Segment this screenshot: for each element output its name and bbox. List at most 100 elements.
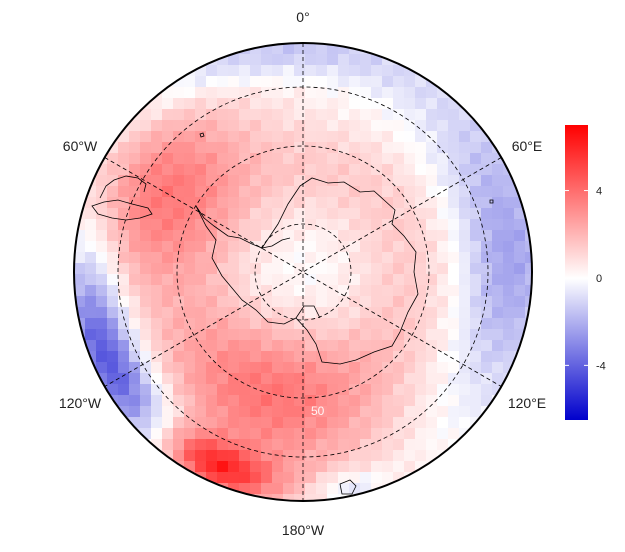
- field-cell: [129, 362, 141, 374]
- field-cell: [470, 263, 482, 275]
- field-cell: [228, 54, 240, 66]
- field-cell: [305, 406, 317, 418]
- field-cell: [349, 241, 361, 253]
- field-cell: [360, 175, 372, 187]
- field-cell: [173, 362, 185, 374]
- field-cell: [140, 219, 152, 231]
- field-cell: [349, 252, 361, 264]
- field-cell: [217, 43, 229, 55]
- field-cell: [294, 296, 306, 308]
- field-cell: [118, 395, 130, 407]
- field-cell: [184, 329, 196, 341]
- field-cell: [173, 450, 185, 462]
- field-cell: [305, 318, 317, 330]
- field-cell: [173, 395, 185, 407]
- field-cell: [492, 274, 504, 286]
- field-cell: [382, 318, 394, 330]
- field-cell: [294, 43, 306, 55]
- field-cell: [481, 208, 493, 220]
- field-cell: [448, 120, 460, 132]
- field-cell: [294, 252, 306, 264]
- field-cell: [415, 109, 427, 121]
- field-cell: [140, 428, 152, 440]
- field-cell: [305, 208, 317, 220]
- field-cell: [118, 219, 130, 231]
- field-cell: [415, 131, 427, 143]
- field-cell: [305, 450, 317, 462]
- field-cell: [492, 175, 504, 187]
- field-cell: [173, 340, 185, 352]
- field-cell: [305, 197, 317, 209]
- field-cell: [261, 208, 273, 220]
- field-cell: [492, 351, 504, 363]
- field-cell: [470, 351, 482, 363]
- field-cell: [514, 219, 526, 231]
- field-cell: [349, 76, 361, 88]
- field-cell: [85, 307, 97, 319]
- field-cell: [118, 153, 130, 165]
- field-cell: [294, 65, 306, 77]
- field-cell: [382, 307, 394, 319]
- inner-faint-label: 50: [311, 404, 325, 418]
- field-cell: [195, 252, 207, 264]
- field-cell: [382, 439, 394, 451]
- field-cell: [195, 142, 207, 154]
- field-cell: [305, 142, 317, 154]
- field-cell: [404, 263, 416, 275]
- field-cell: [316, 65, 328, 77]
- field-cell: [162, 131, 174, 143]
- field-cell: [481, 384, 493, 396]
- field-cell: [415, 153, 427, 165]
- field-cell: [140, 153, 152, 165]
- field-cell: [162, 120, 174, 132]
- field-cell: [371, 120, 383, 132]
- field-cell: [371, 472, 383, 484]
- field-cell: [261, 263, 273, 275]
- field-cell: [360, 65, 372, 77]
- field-cell: [96, 274, 108, 286]
- field-cell: [184, 219, 196, 231]
- field-cell: [239, 131, 251, 143]
- field-cell: [525, 197, 532, 209]
- field-cell: [514, 318, 526, 330]
- field-cell: [470, 252, 482, 264]
- field-cell: [151, 241, 163, 253]
- field-cell: [184, 285, 196, 297]
- field-cell: [294, 351, 306, 363]
- field-cell: [437, 252, 449, 264]
- field-cell: [492, 131, 504, 143]
- field-cell: [437, 417, 449, 429]
- field-cell: [217, 450, 229, 462]
- field-cell: [327, 43, 339, 55]
- field-cell: [162, 197, 174, 209]
- field-cell: [250, 153, 262, 165]
- field-cell: [338, 142, 350, 154]
- field-cell: [261, 109, 273, 121]
- field-cell: [118, 230, 130, 242]
- field-cell: [184, 439, 196, 451]
- field-cell: [404, 98, 416, 110]
- field-cell: [349, 263, 361, 275]
- field-cell: [316, 109, 328, 121]
- field-cell: [481, 252, 493, 264]
- south-america-coast: [99, 175, 147, 199]
- field-cell: [217, 241, 229, 253]
- field-cell: [437, 142, 449, 154]
- field-cell: [250, 175, 262, 187]
- field-cell: [426, 461, 438, 473]
- field-cell: [85, 296, 97, 308]
- field-cell: [261, 76, 273, 88]
- field-cell: [393, 142, 405, 154]
- field-cell: [107, 164, 119, 176]
- field-cell: [217, 54, 229, 66]
- field-cell: [151, 131, 163, 143]
- field-cell: [140, 263, 152, 275]
- field-cell: [272, 241, 284, 253]
- field-cell: [360, 373, 372, 385]
- field-cell: [393, 417, 405, 429]
- coastline-layer: [91, 132, 494, 495]
- field-cell: [239, 373, 251, 385]
- field-cell: [503, 318, 515, 330]
- field-cell: [349, 87, 361, 99]
- field-cell: [228, 208, 240, 220]
